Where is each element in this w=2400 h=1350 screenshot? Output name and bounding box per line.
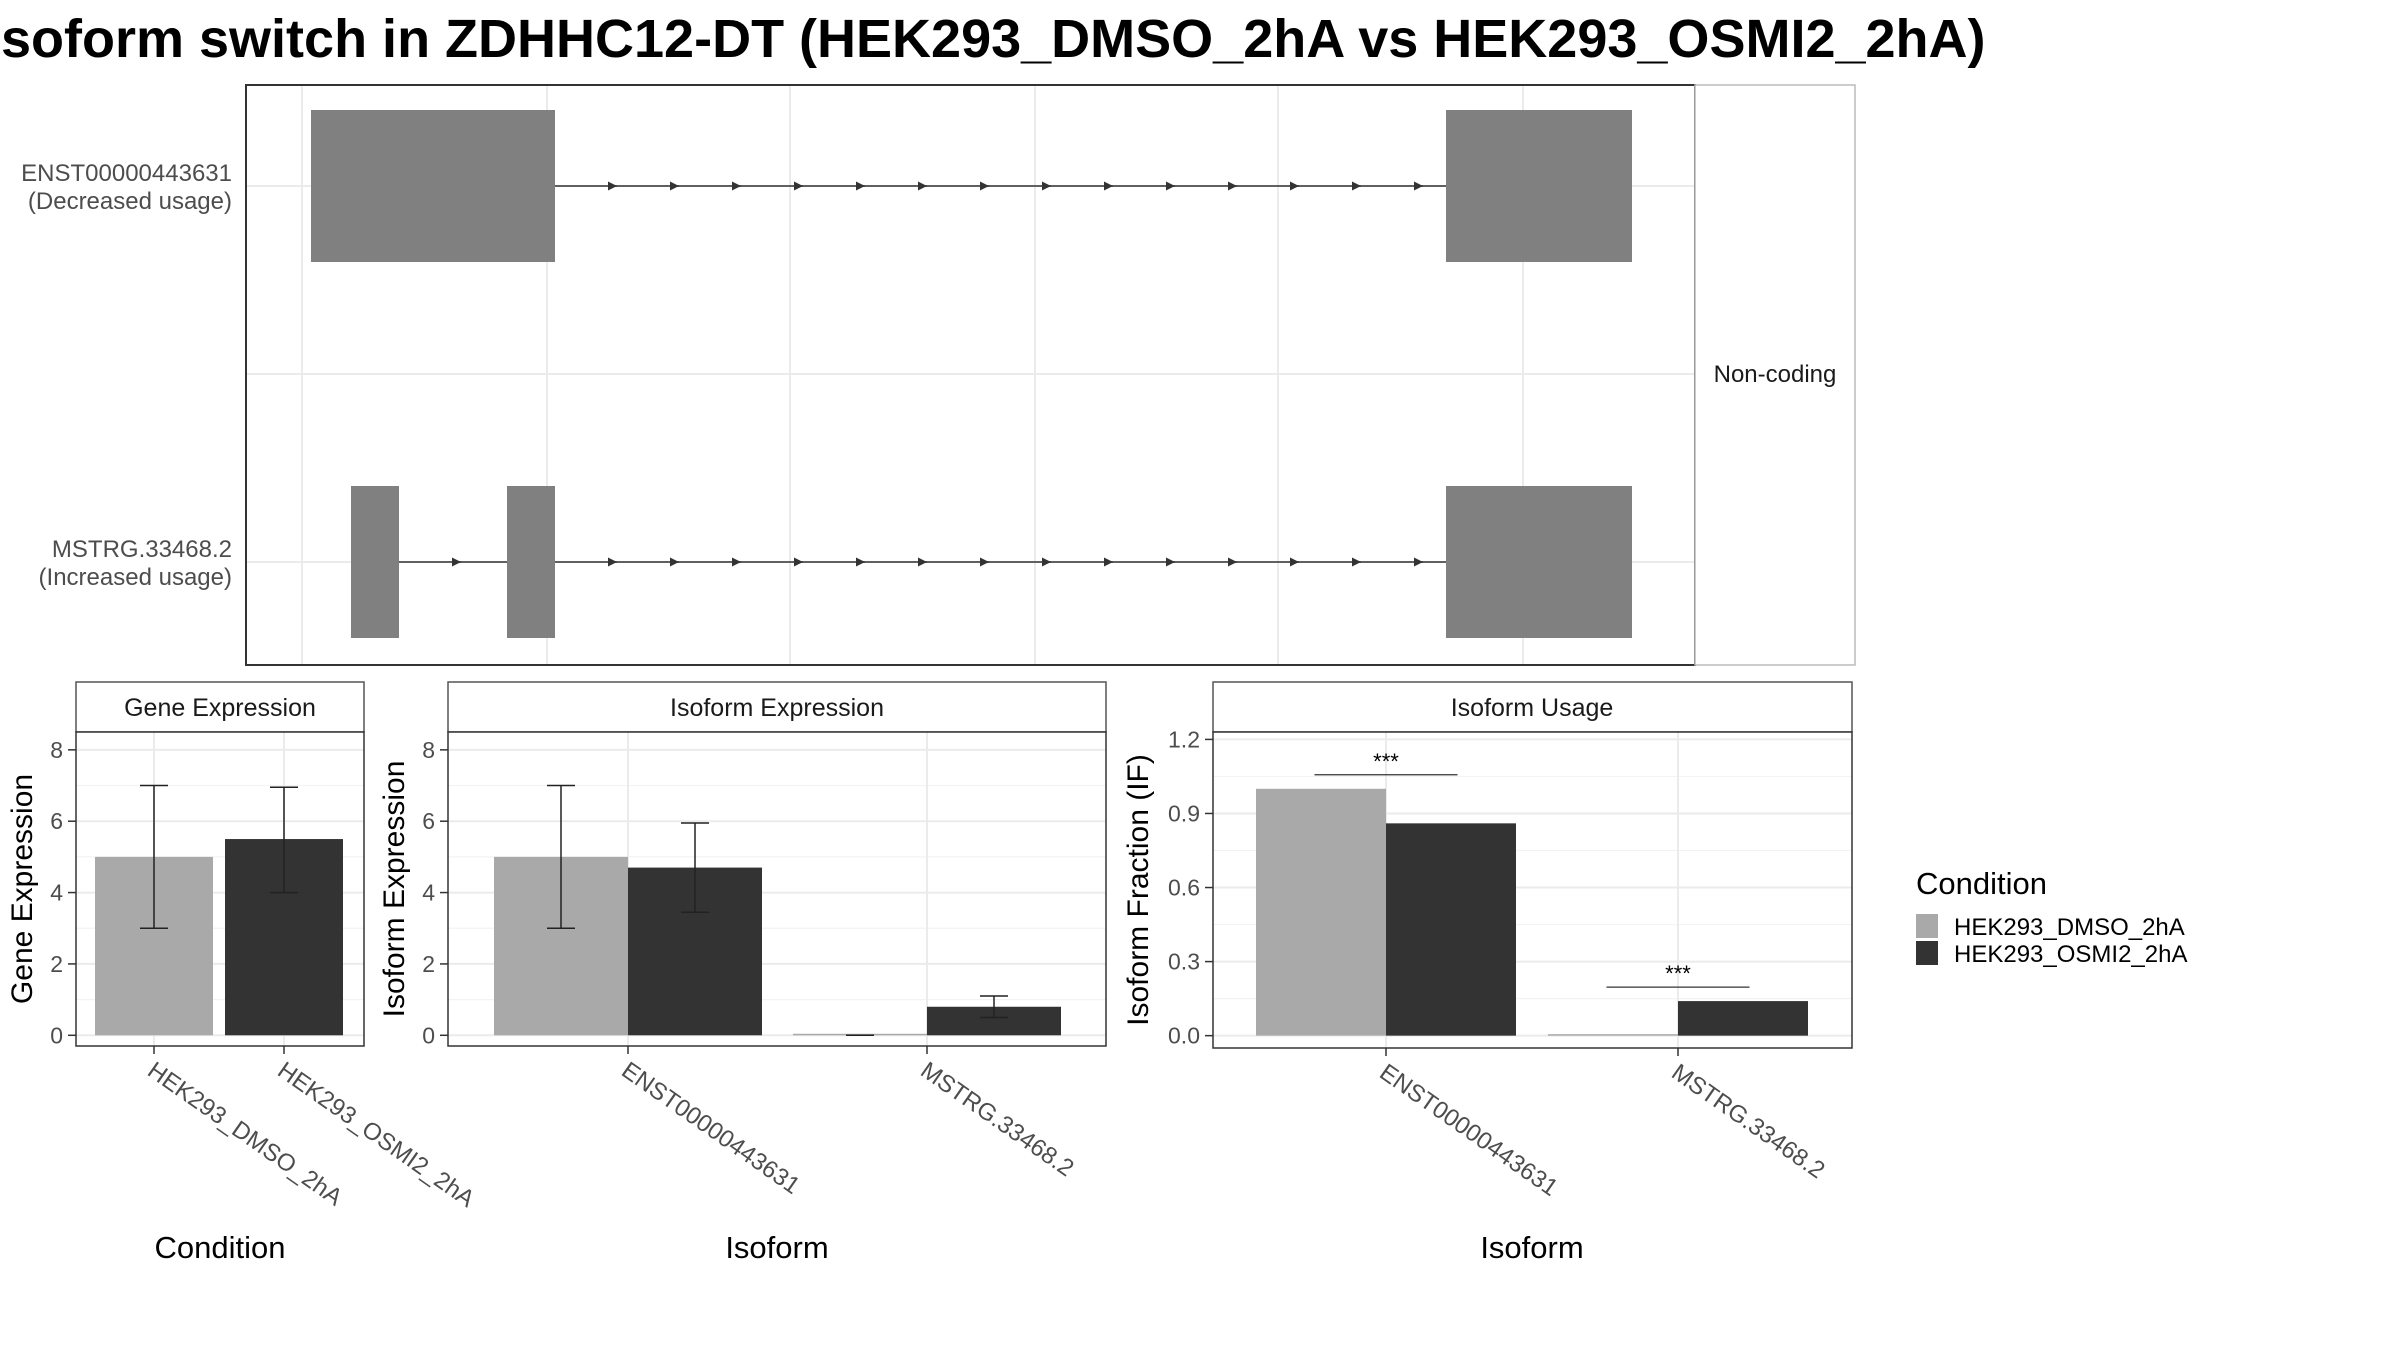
isoform-expression-frame [447, 731, 1107, 1047]
isoform-expression-panel: Isoform Expression 0 2 4 6 8 ENST00000443631 M… [378, 681, 1107, 1265]
exon [1446, 110, 1632, 262]
y-tick-label: 2 [422, 951, 435, 977]
exon [351, 486, 399, 638]
transcript-label-1-id: ENST00000443631 [21, 160, 232, 187]
x-tick-label: ENST00000443631 [617, 1057, 805, 1200]
exon-blocks [311, 110, 1632, 638]
y-tick-label: 8 [50, 737, 63, 763]
figure-title: Isoform switch in ZDHHC12-DT (HEK293_DMS… [0, 9, 1986, 69]
transcript-label-1-usage: (Decreased usage) [28, 188, 232, 215]
legend: Condition HEK293_DMSO_2hA HEK293_OSMI2_2… [1916, 866, 2187, 968]
legend-label-osmi2: HEK293_OSMI2_2hA [1954, 941, 2187, 968]
legend-key-dmso [1916, 914, 1938, 938]
y-tick-label: 4 [422, 880, 435, 906]
isoform-usage-bars: *** *** [1256, 749, 1808, 1036]
isoform-usage-title: Isoform Usage [1451, 694, 1614, 722]
exon [1446, 486, 1632, 638]
legend-title: Condition [1916, 866, 2047, 901]
bar [1548, 1034, 1678, 1036]
gene-expression-title: Gene Expression [124, 694, 316, 722]
y-tick-label: 0.9 [1168, 800, 1200, 826]
isoform-expression-title: Isoform Expression [670, 694, 884, 722]
y-tick-label: 6 [50, 808, 63, 834]
bar [1256, 788, 1386, 1036]
bar [1386, 823, 1516, 1036]
gene-expression-ylabel: Gene Expression [6, 774, 39, 1004]
gene-expression-frame [75, 731, 365, 1047]
gene-expression-xlabel: Condition [155, 1230, 286, 1265]
x-tick-label: MSTRG.33468.2 [916, 1057, 1079, 1182]
y-tick-label: 0.3 [1168, 949, 1200, 975]
bar [1678, 1001, 1808, 1036]
gene-expression-bars [95, 784, 343, 1036]
exon [311, 110, 555, 262]
legend-label-dmso: HEK293_DMSO_2hA [1954, 914, 2185, 941]
y-tick-label: 0.0 [1168, 1023, 1200, 1049]
y-tick-label: 0 [422, 1022, 435, 1048]
y-tick-label: 8 [422, 737, 435, 763]
isoform-usage-xlabel: Isoform [1480, 1230, 1583, 1265]
transcript-label-2-id: MSTRG.33468.2 [52, 536, 232, 563]
intron-lines [399, 181, 1446, 567]
gene-expression-strip [75, 681, 365, 733]
y-tick-label: 2 [50, 951, 63, 977]
isoform-expression-bars [494, 784, 1061, 1037]
transcript-label-2-usage: (Increased usage) [39, 564, 232, 591]
legend-key-osmi2 [1916, 941, 1938, 965]
structure-panel: Non-coding ENST00000443631 (Decreased us… [21, 84, 1856, 666]
isoform-usage-ylabel: Isoform Fraction (IF) [1122, 754, 1155, 1026]
exon [507, 486, 555, 638]
y-tick-label: 0 [50, 1022, 63, 1048]
isoform-usage-panel: Isoform Usage *** *** 0.0 0.3 0.6 0.9 1.2 ENST… [1122, 681, 1853, 1265]
significance-label: *** [1665, 961, 1691, 986]
isoform-usage-frame [1212, 731, 1853, 1049]
significance-label: *** [1373, 749, 1399, 774]
x-tick-label: ENST00000443631 [1375, 1059, 1563, 1202]
structure-strip-label: Non-coding [1714, 361, 1837, 388]
y-tick-label: 4 [50, 880, 63, 906]
y-tick-label: 1.2 [1168, 726, 1200, 752]
isoform-expression-ylabel: Isoform Expression [378, 761, 411, 1018]
structure-strip [1694, 84, 1856, 666]
y-tick-label: 0.6 [1168, 875, 1200, 901]
y-tick-label: 6 [422, 808, 435, 834]
x-tick-label: MSTRG.33468.2 [1667, 1059, 1830, 1184]
isoform-expression-xlabel: Isoform [725, 1230, 828, 1265]
